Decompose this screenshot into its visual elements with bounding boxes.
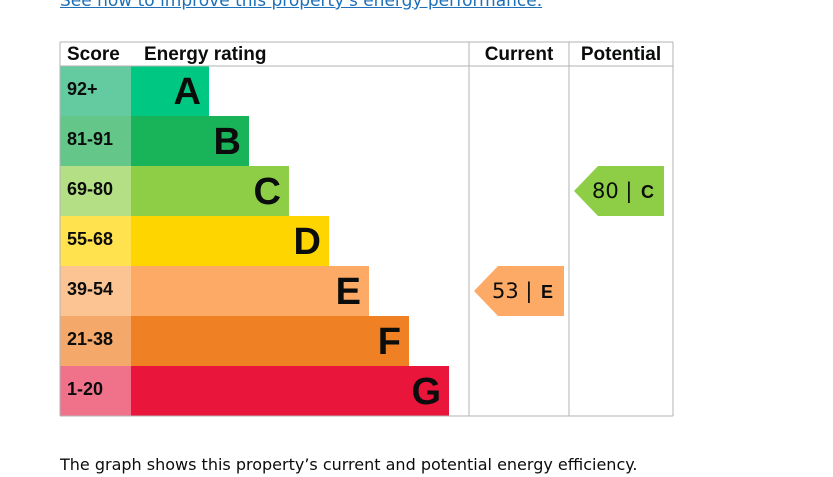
- energy-rating-chart: Score Energy rating Current Potential 92+ A 81…: [0, 0, 833, 440]
- score-label-d: 55-68: [67, 229, 113, 249]
- score-label-c: 69-80: [67, 179, 113, 199]
- header-score: Score: [67, 44, 120, 65]
- score-label-f: 21-38: [67, 329, 113, 349]
- chart-caption: The graph shows this property’s current …: [60, 455, 638, 474]
- rating-letter-g: G: [411, 371, 441, 413]
- score-label-b: 81-91: [67, 129, 113, 149]
- current-rating-value: 53 |: [492, 279, 532, 304]
- current-rating-letter: E: [541, 282, 553, 302]
- rating-letter-d: D: [294, 221, 321, 263]
- score-label-a: 92+: [67, 79, 98, 99]
- rating-letter-b: B: [214, 121, 241, 163]
- header-current: Current: [485, 44, 554, 65]
- rating-letter-f: F: [378, 321, 401, 363]
- rating-letter-c: C: [254, 171, 281, 213]
- rating-letter-e: E: [336, 271, 361, 313]
- rating-bar-e: [131, 266, 369, 316]
- potential-rating-value: 80 |: [592, 179, 632, 204]
- rating-bar-g: [131, 366, 449, 416]
- score-label-g: 1-20: [67, 379, 103, 399]
- potential-rating-letter: C: [641, 182, 654, 202]
- header-energy-rating: Energy rating: [144, 44, 266, 65]
- rating-letter-a: A: [174, 71, 201, 113]
- header-potential: Potential: [581, 44, 661, 65]
- rating-bar-f: [131, 316, 409, 366]
- score-label-e: 39-54: [67, 279, 113, 299]
